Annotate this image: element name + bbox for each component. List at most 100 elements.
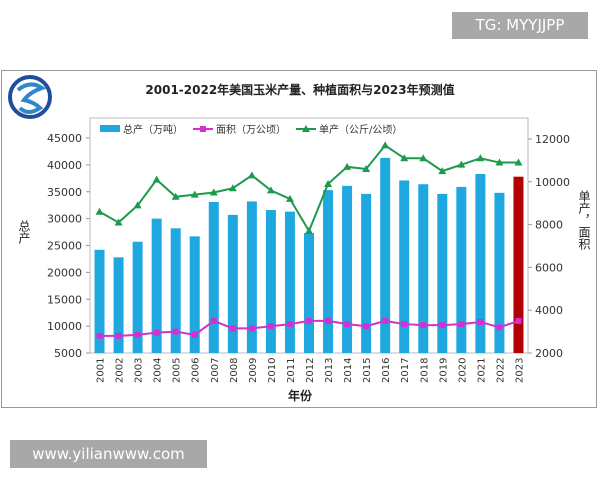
area-point-2014 [344, 321, 351, 328]
yield-point-2012 [305, 227, 313, 235]
y-left-tick-label: 45000 [47, 132, 82, 145]
yield-point-2011 [285, 194, 294, 202]
bar-2008 [227, 214, 238, 353]
bar-2014 [342, 185, 353, 353]
y-right-tick-label: 10000 [535, 176, 570, 189]
y-left-tick-label: 40000 [47, 159, 82, 172]
area-point-2015 [363, 323, 370, 330]
area-point-2007 [210, 317, 217, 324]
x-tick-label: 2021 [476, 358, 487, 383]
yield-point-2015 [362, 164, 371, 172]
logo-icon [8, 75, 52, 119]
bar-2011 [284, 211, 295, 353]
bar-2017 [399, 180, 410, 353]
area-point-2009 [248, 325, 255, 332]
bar-2003 [132, 241, 143, 353]
y-right-tick-label: 6000 [535, 261, 563, 274]
yield-point-2009 [247, 171, 256, 179]
x-tick-label: 2010 [267, 358, 278, 383]
yield-point-2014 [343, 162, 352, 170]
yield-point-2018 [419, 154, 428, 162]
x-tick-label: 2013 [324, 358, 335, 383]
bar-2016 [380, 157, 391, 353]
yield-point-2002 [114, 218, 123, 226]
area-point-2001 [96, 332, 103, 339]
bar-2015 [361, 193, 372, 353]
area-point-2017 [401, 321, 408, 328]
yield-point-2007 [209, 188, 218, 196]
x-tick-label: 2022 [495, 358, 506, 383]
y-right-tick-label: 4000 [535, 304, 563, 317]
yield-point-2020 [457, 160, 466, 168]
y-left-tick-label: 5000 [54, 347, 82, 360]
bar-2018 [418, 184, 429, 353]
bar-2007 [208, 201, 219, 353]
area-point-2002 [115, 332, 122, 339]
area-point-2006 [191, 331, 198, 338]
yield-point-2017 [400, 154, 409, 162]
x-tick-label: 2019 [438, 358, 449, 383]
yield-point-2010 [266, 186, 275, 194]
x-tick-label: 2004 [153, 358, 164, 383]
x-tick-label: 2006 [191, 358, 202, 383]
x-tick-label: 2020 [457, 358, 468, 383]
area-point-2005 [172, 328, 179, 335]
legend-label: 单产（公斤/公顷） [319, 123, 402, 136]
area-point-2020 [458, 321, 465, 328]
x-tick-label: 2001 [96, 358, 107, 383]
bar-2001 [94, 249, 105, 353]
area-point-2021 [477, 318, 484, 325]
yield-point-2005 [171, 192, 180, 200]
yield-point-2003 [133, 201, 142, 209]
yield-point-2019 [438, 167, 447, 175]
legend: 总产（万吨） 面积（万公顷） 单产（公斤/公顷） [100, 123, 402, 136]
yield-line [99, 144, 519, 234]
yield-point-2008 [228, 184, 237, 192]
x-tick-label: 2008 [229, 358, 240, 383]
yield-point-2006 [190, 190, 199, 198]
yield-point-2001 [95, 207, 104, 215]
yield-point-2023 [514, 158, 523, 166]
x-tick-label: 2015 [362, 358, 373, 383]
x-tick-label: 2018 [419, 358, 430, 383]
x-tick-label: 2002 [115, 358, 126, 383]
legend-label: 总产（万吨） [123, 123, 183, 136]
yield-point-2013 [324, 179, 333, 187]
yield-point-2016 [381, 141, 390, 149]
legend-swatch-production [100, 125, 120, 132]
y-left-tick-label: 25000 [47, 240, 82, 253]
bar-2010 [265, 210, 276, 353]
y-right-tick-label: 12000 [535, 133, 570, 146]
x-tick-label: 2011 [286, 358, 297, 383]
y-left-tick-label: 30000 [47, 213, 82, 226]
legend-marker-area [200, 126, 206, 132]
area-point-2010 [267, 323, 274, 330]
x-tick-label: 2023 [514, 358, 525, 383]
watermark-bottom: www.yilianwww.com [10, 440, 207, 468]
bar-2002 [113, 257, 124, 353]
y-right-tick-label: 2000 [535, 347, 563, 360]
y-axis-right-label: 单产，面积 [577, 190, 591, 251]
bar-2005 [170, 228, 181, 353]
area-point-2011 [286, 321, 293, 328]
y-left-tick-label: 35000 [47, 186, 82, 199]
yield-point-2004 [152, 175, 161, 183]
bar-2023 [513, 176, 524, 353]
bar-2006 [189, 236, 200, 353]
y-left-tick-label: 20000 [47, 266, 82, 279]
area-point-2013 [325, 317, 332, 324]
y-axis-left-label: 总产 [17, 220, 31, 245]
chart-title: 2001-2022年美国玉米产量、种植面积与2023年预测值 [145, 82, 454, 97]
yield-point-2022 [495, 158, 504, 166]
x-tick-label: 2016 [381, 358, 392, 383]
y-left-tick-label: 10000 [47, 320, 82, 333]
area-point-2018 [420, 322, 427, 329]
chart-frame [1, 70, 597, 408]
x-tick-label: 2005 [172, 358, 183, 383]
area-point-2004 [153, 329, 160, 336]
x-tick-label: 2003 [134, 358, 145, 383]
bar-2019 [437, 193, 448, 353]
x-tick-label: 2012 [305, 358, 316, 383]
x-tick-label: 2007 [210, 358, 221, 383]
